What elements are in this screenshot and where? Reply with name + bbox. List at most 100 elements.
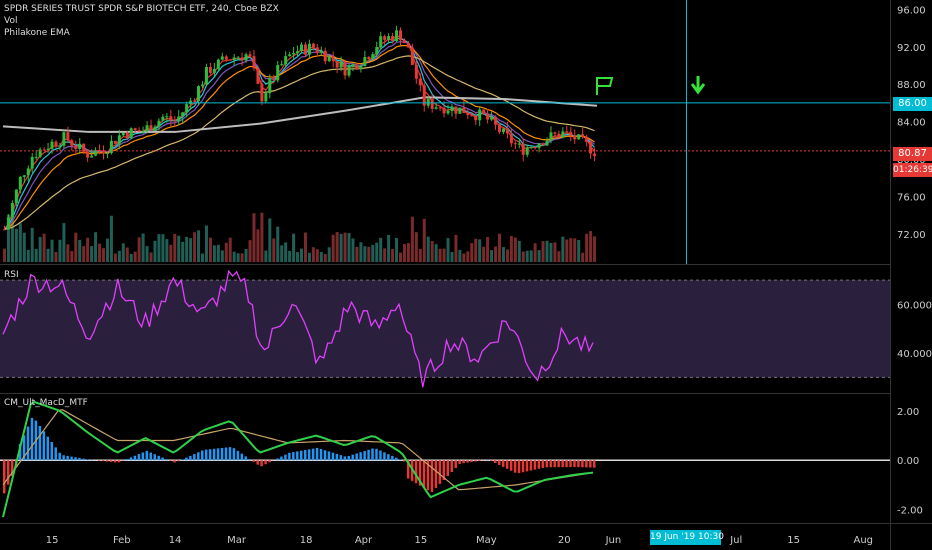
candle-body [482, 109, 486, 114]
volume-bar [470, 243, 474, 262]
volume-bar [38, 236, 42, 262]
macd-histogram-bar [3, 460, 6, 494]
volume-bar [474, 238, 478, 262]
chart-markers [596, 76, 706, 95]
rsi-label[interactable]: RSI [4, 270, 19, 280]
macd-histogram-bar [442, 460, 446, 480]
macd-histogram-bar [82, 458, 85, 461]
macd-histogram-bar [438, 460, 442, 484]
macd-histogram-bar [240, 453, 244, 461]
candle-body [442, 107, 446, 114]
volume-indicator-label[interactable]: Vol [4, 16, 18, 26]
volume-bar [391, 249, 395, 262]
macd-histogram-bar [565, 460, 568, 468]
volume-bar [252, 213, 256, 262]
candle-body [418, 78, 422, 86]
volume-bar [319, 251, 323, 262]
macd-histogram-bar [42, 431, 46, 461]
candle-body [201, 84, 204, 87]
countdown-label: 01:26:39 [893, 163, 932, 177]
time-tick: 15 [787, 535, 800, 546]
macd-histogram-bar [577, 460, 580, 468]
volume-bar [339, 233, 343, 262]
macd-histogram-bar [58, 452, 61, 461]
volume-bar [486, 237, 490, 262]
macd-histogram-bar [589, 460, 592, 468]
volume-bar [537, 250, 541, 262]
volume-bar [387, 234, 391, 262]
candle-body [197, 86, 201, 102]
volume-bar [426, 236, 430, 262]
volume-bars [3, 212, 597, 262]
volume-bar [129, 253, 133, 262]
candle-body [145, 125, 149, 132]
macd-histogram-bar [300, 450, 303, 461]
volume-bar [565, 239, 569, 262]
volume-bar [410, 216, 414, 262]
volume-bar [260, 212, 264, 262]
macd-histogram-bar [387, 454, 390, 461]
volume-bar [18, 223, 22, 262]
macd-tick: -2.00 [897, 506, 923, 517]
macd-tick: 0.00 [897, 456, 919, 467]
candle-body [577, 134, 581, 140]
macd-histogram-bar [38, 425, 42, 461]
macd-histogram-bar [458, 460, 461, 465]
volume-bar [335, 232, 339, 262]
volume-bar [462, 253, 466, 262]
volume-bar [589, 231, 593, 262]
candle-body [541, 143, 545, 146]
ema-indicator-label[interactable]: Philakone EMA [4, 28, 70, 38]
candle-body [363, 57, 367, 66]
candle-body [38, 149, 42, 157]
candle-body [276, 65, 280, 81]
macd-histogram-bar [6, 460, 10, 485]
volume-bar [454, 234, 458, 262]
candle-body [513, 143, 517, 145]
volume-bar [201, 253, 204, 262]
volume-bar [236, 253, 240, 262]
macd-tick: 2.00 [897, 407, 919, 418]
volume-bar [86, 237, 90, 262]
candle-body [454, 106, 458, 114]
volume-bar [521, 251, 525, 262]
macd-histogram-bar [46, 436, 50, 461]
macd-histogram-bar [494, 460, 497, 464]
candle-body [426, 98, 430, 106]
time-tick: Apr [355, 535, 373, 546]
candle-body [244, 54, 248, 61]
macd-histogram-bar [204, 449, 208, 461]
volume-bar [157, 234, 161, 262]
volume-bar [509, 236, 513, 262]
volume-bar [359, 242, 363, 262]
volume-bar [165, 239, 169, 262]
candle-body [478, 109, 482, 121]
macd-histogram-bar [185, 457, 188, 461]
candle-body [113, 140, 117, 144]
volume-bar [513, 237, 517, 262]
rsi-band [0, 280, 890, 378]
macd-histogram-bar [327, 451, 331, 461]
volume-bar [355, 246, 359, 262]
macd-histogram-bar [74, 457, 77, 461]
macd-histogram-bar [446, 460, 450, 477]
price-levels [0, 0, 890, 264]
macd-histogram-bar [395, 457, 398, 461]
volume-bar [434, 244, 438, 262]
candle-body [26, 168, 30, 176]
volume-bar [402, 244, 406, 262]
macd-label[interactable]: CM_Ult_MacD_MTF [4, 398, 88, 408]
macd-histogram-bar [10, 460, 14, 477]
macd-histogram-bar [525, 460, 529, 472]
candle-body [133, 128, 137, 131]
candle-body [117, 135, 121, 144]
candle-body [82, 143, 86, 152]
volume-bar [406, 243, 410, 262]
candle-body [292, 53, 296, 55]
time-tick: 15 [414, 535, 427, 546]
macd-histogram-bar [208, 449, 212, 461]
macd-histogram-bar [573, 460, 576, 468]
macd-signal-line [2, 409, 594, 491]
candle-body [248, 54, 252, 57]
